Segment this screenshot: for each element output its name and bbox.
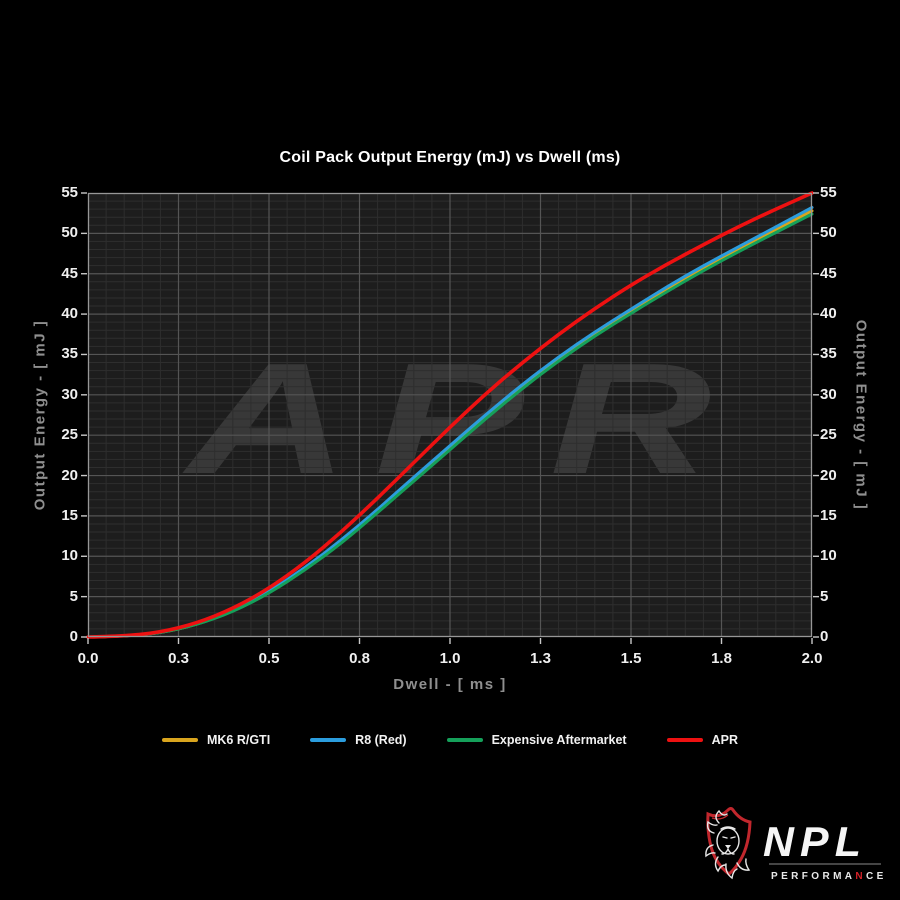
x-tick-label: 1.0 (439, 650, 461, 667)
y-tick-label-right: 40 (820, 305, 837, 323)
y-tick-label-left: 35 (61, 345, 78, 363)
x-axis-label: Dwell - [ ms ] (393, 676, 507, 693)
legend-item: Expensive Aftermarket (446, 733, 627, 747)
x-tick-label: 0.8 (349, 650, 370, 667)
y-tick-label-right: 10 (820, 547, 837, 565)
y-tick-label-left: 0 (69, 628, 78, 645)
y-tick-label-right: 45 (820, 264, 837, 282)
y-tick-label-right: 0 (820, 628, 829, 645)
legend-swatch (666, 738, 703, 742)
x-tick-label: 0.3 (168, 650, 189, 667)
y-tick-label-left: 10 (61, 547, 78, 565)
plot-svg: APR (81, 191, 819, 644)
y-tick-label-right: 20 (820, 466, 837, 484)
y-tick-label-right: 30 (820, 385, 837, 403)
y-tick-label-left: 30 (61, 385, 78, 403)
y-tick-label-left: 25 (61, 426, 78, 444)
legend-swatch (161, 738, 198, 742)
plot-area: APR (81, 191, 819, 644)
legend-label: Expensive Aftermarket (491, 733, 627, 747)
x-tick-label: 1.8 (711, 650, 732, 667)
logo-npl-text: NPL (763, 818, 867, 865)
legend-label: R8 (Red) (355, 733, 407, 747)
x-tick-label: 1.3 (530, 650, 551, 667)
shield-icon (706, 807, 752, 876)
legend: MK6 R/GTI R8 (Red) Expensive Aftermarket AP… (0, 733, 900, 747)
legend-label: APR (711, 733, 739, 747)
npl-logo: NPL PERFORMANCE (705, 807, 887, 882)
logo-performance-pre: PERFORMA (771, 871, 855, 882)
logo-performance-post: CE (866, 871, 887, 882)
logo-performance-n: N (855, 871, 866, 882)
x-tick-label: 0.5 (258, 650, 280, 667)
y-tick-label-left: 20 (61, 466, 78, 484)
series-line-apr (86, 191, 814, 639)
y-tick-label-left: 15 (61, 506, 78, 524)
legend-item: MK6 R/GTI (161, 733, 271, 747)
plot-spines (87, 192, 813, 638)
series-line-expensive-aftermarket (86, 212, 814, 639)
y-tick-label-right: 15 (820, 506, 837, 524)
y-tick-label-left: 50 (61, 224, 78, 242)
x-tick-label: 1.5 (620, 650, 642, 667)
y-tick-label-right: 35 (820, 345, 837, 363)
x-tick-label: 0.0 (77, 650, 99, 667)
y-tick-label-left: 5 (69, 587, 78, 605)
x-tick-label: 2.0 (801, 650, 823, 667)
legend-swatch (446, 738, 483, 742)
y-tick-label-left: 40 (61, 305, 78, 323)
y-tick-label-left: 45 (61, 264, 78, 282)
legend-swatch (310, 738, 347, 742)
y-tick-label-left: 55 (61, 184, 78, 201)
legend-label: MK6 R/GTI (206, 733, 271, 747)
logo-performance-text: PERFORMANCE (771, 871, 887, 882)
y-tick-label-right: 5 (820, 587, 829, 605)
legend-item: APR (666, 733, 739, 747)
legend-item: R8 (Red) (310, 733, 407, 747)
y-tick-label-right: 55 (820, 184, 837, 201)
chart-title: Coil Pack Output Energy (mJ) vs Dwell (m… (279, 149, 621, 166)
y-tick-label-right: 25 (820, 426, 837, 444)
y-tick-label-right: 50 (820, 224, 837, 242)
lion-icon (705, 809, 751, 880)
